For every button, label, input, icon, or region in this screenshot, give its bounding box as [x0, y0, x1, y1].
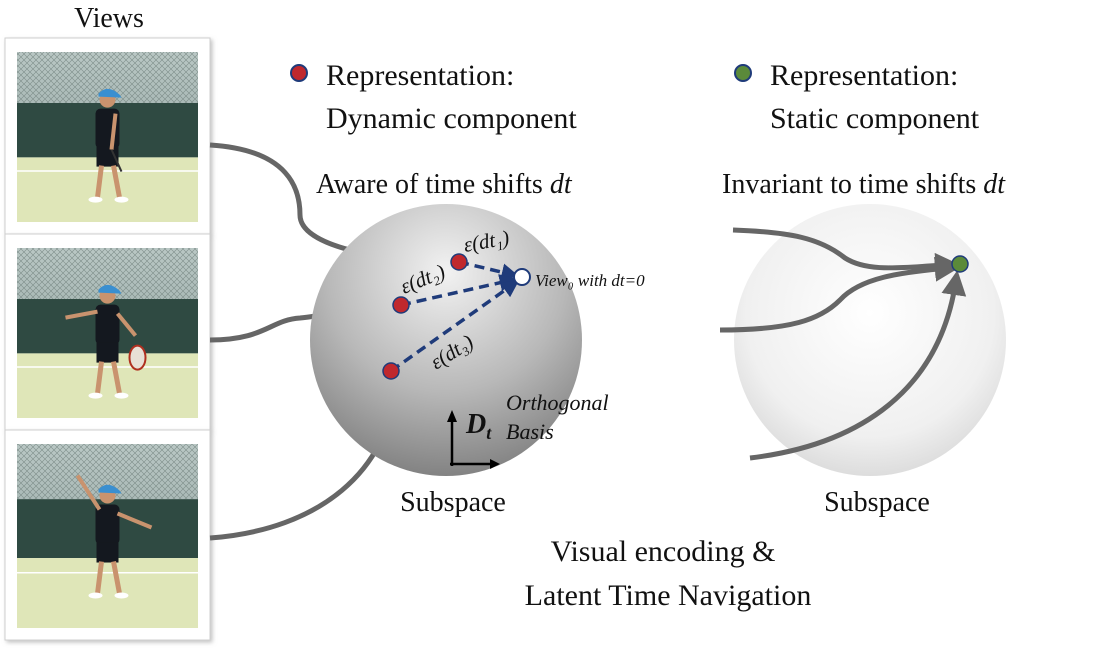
legend-static-line1: Representation: [770, 59, 958, 92]
static-subspace-label: Subspace [824, 487, 930, 518]
footer-line2: Latent Time Navigation [525, 579, 812, 612]
label-view0: View₀ with dt=0 [535, 271, 645, 290]
dashed-arrow-dt2 [400, 274, 518, 307]
static-caption-var: dt [983, 169, 1006, 200]
legend-dynamic-line1: Representation: [326, 59, 514, 92]
arrow-static-1 [732, 227, 960, 278]
dynamic-subspace-label: Subspace [400, 487, 506, 518]
point-view0 [513, 268, 531, 286]
view-frame-3 [4, 429, 211, 641]
footer-line1: Visual encoding & [551, 535, 776, 568]
static-caption: Invariant to time shifts dt [722, 169, 1006, 200]
point-dt2 [392, 296, 410, 314]
basis-symbol: Dt [465, 409, 492, 443]
point-static [951, 255, 969, 273]
view-frames [4, 37, 211, 641]
dashed-arrow-dt3 [389, 279, 520, 373]
basis-label-line1: Orthogonal [506, 390, 609, 415]
legend-dynamic-line2: Dynamic component [326, 102, 577, 135]
dynamic-caption-var: dt [550, 169, 573, 200]
basis-arrowhead-right [490, 459, 500, 469]
views-title: Views [74, 3, 144, 34]
view-frame-1 [4, 37, 211, 235]
view-frame-2 [4, 233, 211, 431]
legend-static-line2: Static component [770, 102, 980, 135]
tennis-player-figure [88, 88, 129, 203]
basis-arrowhead-up [447, 410, 457, 422]
point-dt3 [382, 362, 400, 380]
legend-static-dot [734, 64, 752, 82]
tennis-player-figure [65, 284, 147, 399]
dynamic-caption: Aware of time shifts dt [316, 169, 573, 200]
arrow-static-2 [719, 256, 960, 333]
legend-dynamic-dot [290, 64, 308, 82]
dashed-arrow-dt1 [458, 260, 520, 281]
tennis-player-figure [75, 474, 153, 599]
basis-label-line2: Basis [506, 419, 554, 444]
static-subspace-sphere [734, 204, 1006, 476]
point-dt1 [450, 253, 468, 271]
arrow-static-3 [749, 270, 967, 461]
